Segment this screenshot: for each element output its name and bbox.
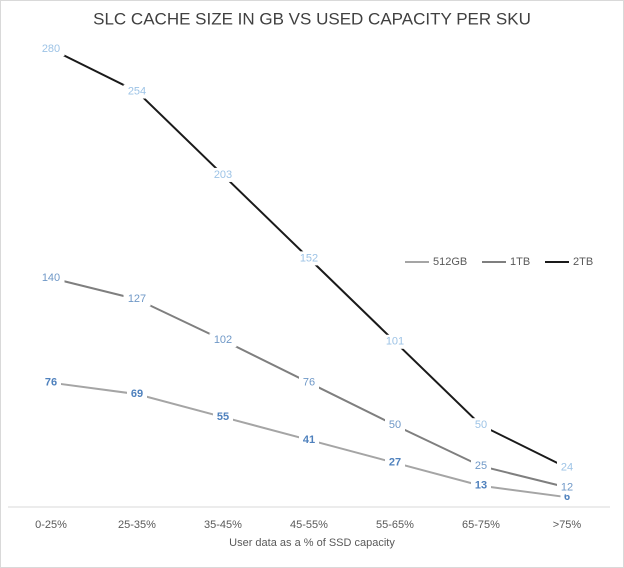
legend-label: 1TB — [510, 256, 530, 268]
data-label-bg — [209, 333, 237, 348]
data-label: 50 — [389, 419, 401, 431]
legend-label: 2TB — [573, 256, 593, 268]
data-label-bg — [471, 459, 491, 474]
x-tick-label: 25-35% — [118, 519, 156, 531]
x-tick-label: 35-45% — [204, 519, 242, 531]
data-label: 203 — [214, 169, 232, 181]
data-label: 140 — [42, 272, 60, 284]
data-label: 27 — [389, 457, 401, 469]
data-label-bg — [213, 410, 233, 425]
data-label-bg — [557, 460, 577, 475]
x-tick-label: 55-65% — [376, 519, 414, 531]
data-label-bg — [381, 334, 409, 349]
data-label-bg — [127, 387, 147, 402]
chart-title: SLC CACHE SIZE IN GB VS USED CAPACITY PE… — [93, 9, 531, 28]
data-label-bg — [41, 375, 61, 390]
data-label-bg — [37, 42, 65, 56]
legend-label: 512GB — [433, 256, 467, 268]
data-label: 24 — [561, 462, 573, 474]
data-label: 280 — [42, 43, 60, 55]
data-label-bg — [299, 375, 319, 390]
data-label: 13 — [475, 480, 487, 492]
data-label-bg — [295, 251, 323, 266]
data-label: 127 — [128, 293, 146, 305]
data-label: 25 — [475, 460, 487, 472]
data-label: 69 — [131, 388, 143, 400]
data-label-bg — [557, 480, 577, 495]
x-tick-label: 45-55% — [290, 519, 328, 531]
data-label: 50 — [475, 419, 487, 431]
x-tick-label: 65-75% — [462, 519, 500, 531]
x-tick-label: 0-25% — [35, 519, 67, 531]
data-label-bg — [123, 292, 151, 307]
data-label-bg — [209, 167, 237, 182]
data-label-bg — [385, 455, 405, 470]
data-label: 12 — [561, 481, 573, 493]
data-label: 6 — [564, 491, 570, 503]
data-label: 76 — [303, 377, 315, 389]
data-label: 101 — [386, 336, 404, 348]
data-label-bg — [471, 478, 491, 493]
data-label: 152 — [300, 252, 318, 264]
data-label: 55 — [217, 411, 229, 423]
x-tick-label: >75% — [553, 519, 582, 531]
data-label-bg — [299, 432, 319, 447]
data-label: 41 — [303, 434, 315, 446]
data-label-bg — [123, 84, 151, 99]
data-label-bg — [471, 418, 491, 433]
data-label: 76 — [45, 377, 57, 389]
data-label: 102 — [214, 334, 232, 346]
x-axis-title: User data as a % of SSD capacity — [229, 537, 395, 549]
data-label: 254 — [128, 85, 146, 97]
data-label-bg — [37, 271, 65, 285]
data-label-bg — [385, 418, 405, 433]
